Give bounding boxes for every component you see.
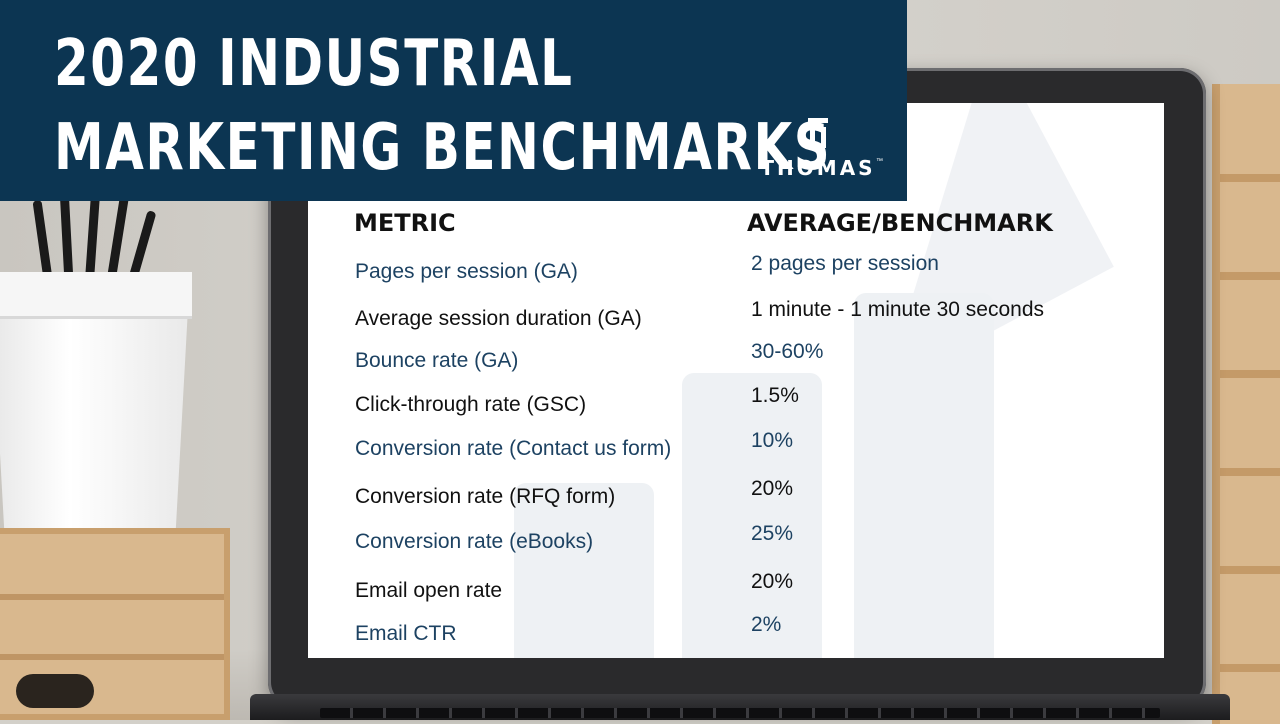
bar-graphic-icon xyxy=(514,483,654,658)
title-banner: 2020 INDUSTRIAL MARKETING BENCHMARKS THO… xyxy=(0,0,907,201)
benchmark-cell: 20% xyxy=(751,570,794,593)
benchmark-cell: 20% xyxy=(751,477,794,500)
title-line-1: 2020 INDUSTRIAL xyxy=(54,27,574,101)
metric-cell: Email open rate xyxy=(355,579,503,602)
bar-graphic-icon xyxy=(682,373,822,658)
title-line-2: MARKETING BENCHMARKS xyxy=(54,111,832,185)
metric-cell: Conversion rate (RFQ form) xyxy=(355,485,616,508)
wooden-crate-right xyxy=(1212,84,1280,724)
metric-cell: Bounce rate (GA) xyxy=(355,349,519,372)
benchmark-cell: 25% xyxy=(751,522,794,545)
thomas-logo-icon xyxy=(808,118,828,148)
thomas-logo: THOMAS ™ xyxy=(756,118,886,188)
metric-cell: Conversion rate (eBooks) xyxy=(355,530,594,553)
white-planter-pot xyxy=(0,272,190,562)
metric-cell: Conversion rate (Contact us form) xyxy=(355,437,672,460)
laptop-keyboard xyxy=(320,708,1160,718)
benchmark-cell: 30-60% xyxy=(751,340,824,363)
metric-cell: Average session duration (GA) xyxy=(355,307,642,330)
planter-rim xyxy=(0,272,192,319)
metric-cell: Click-through rate (GSC) xyxy=(355,393,587,416)
pen-cup-pens xyxy=(18,187,188,281)
bar-graphic-icon xyxy=(854,293,994,658)
benchmark-cell: 2% xyxy=(751,613,782,636)
metric-cell: Email CTR xyxy=(355,622,457,645)
logo-trademark: ™ xyxy=(876,158,883,165)
page-title: 2020 INDUSTRIAL MARKETING BENCHMARKS xyxy=(54,22,831,190)
benchmark-cell: 10% xyxy=(751,429,794,452)
benchmark-cell: 1.5% xyxy=(751,384,799,407)
benchmark-cell: 1 minute - 1 minute 30 seconds xyxy=(751,298,1044,321)
wooden-crate-left xyxy=(0,528,230,720)
crate-handle-hole xyxy=(16,674,94,708)
benchmark-column-header: AVERAGE/BENCHMARK xyxy=(747,209,1053,237)
logo-text: THOMAS xyxy=(760,156,876,180)
metric-cell: Pages per session (GA) xyxy=(355,260,578,283)
benchmark-cell: 2 pages per session xyxy=(751,252,939,275)
metric-column-header: METRIC xyxy=(354,209,456,237)
